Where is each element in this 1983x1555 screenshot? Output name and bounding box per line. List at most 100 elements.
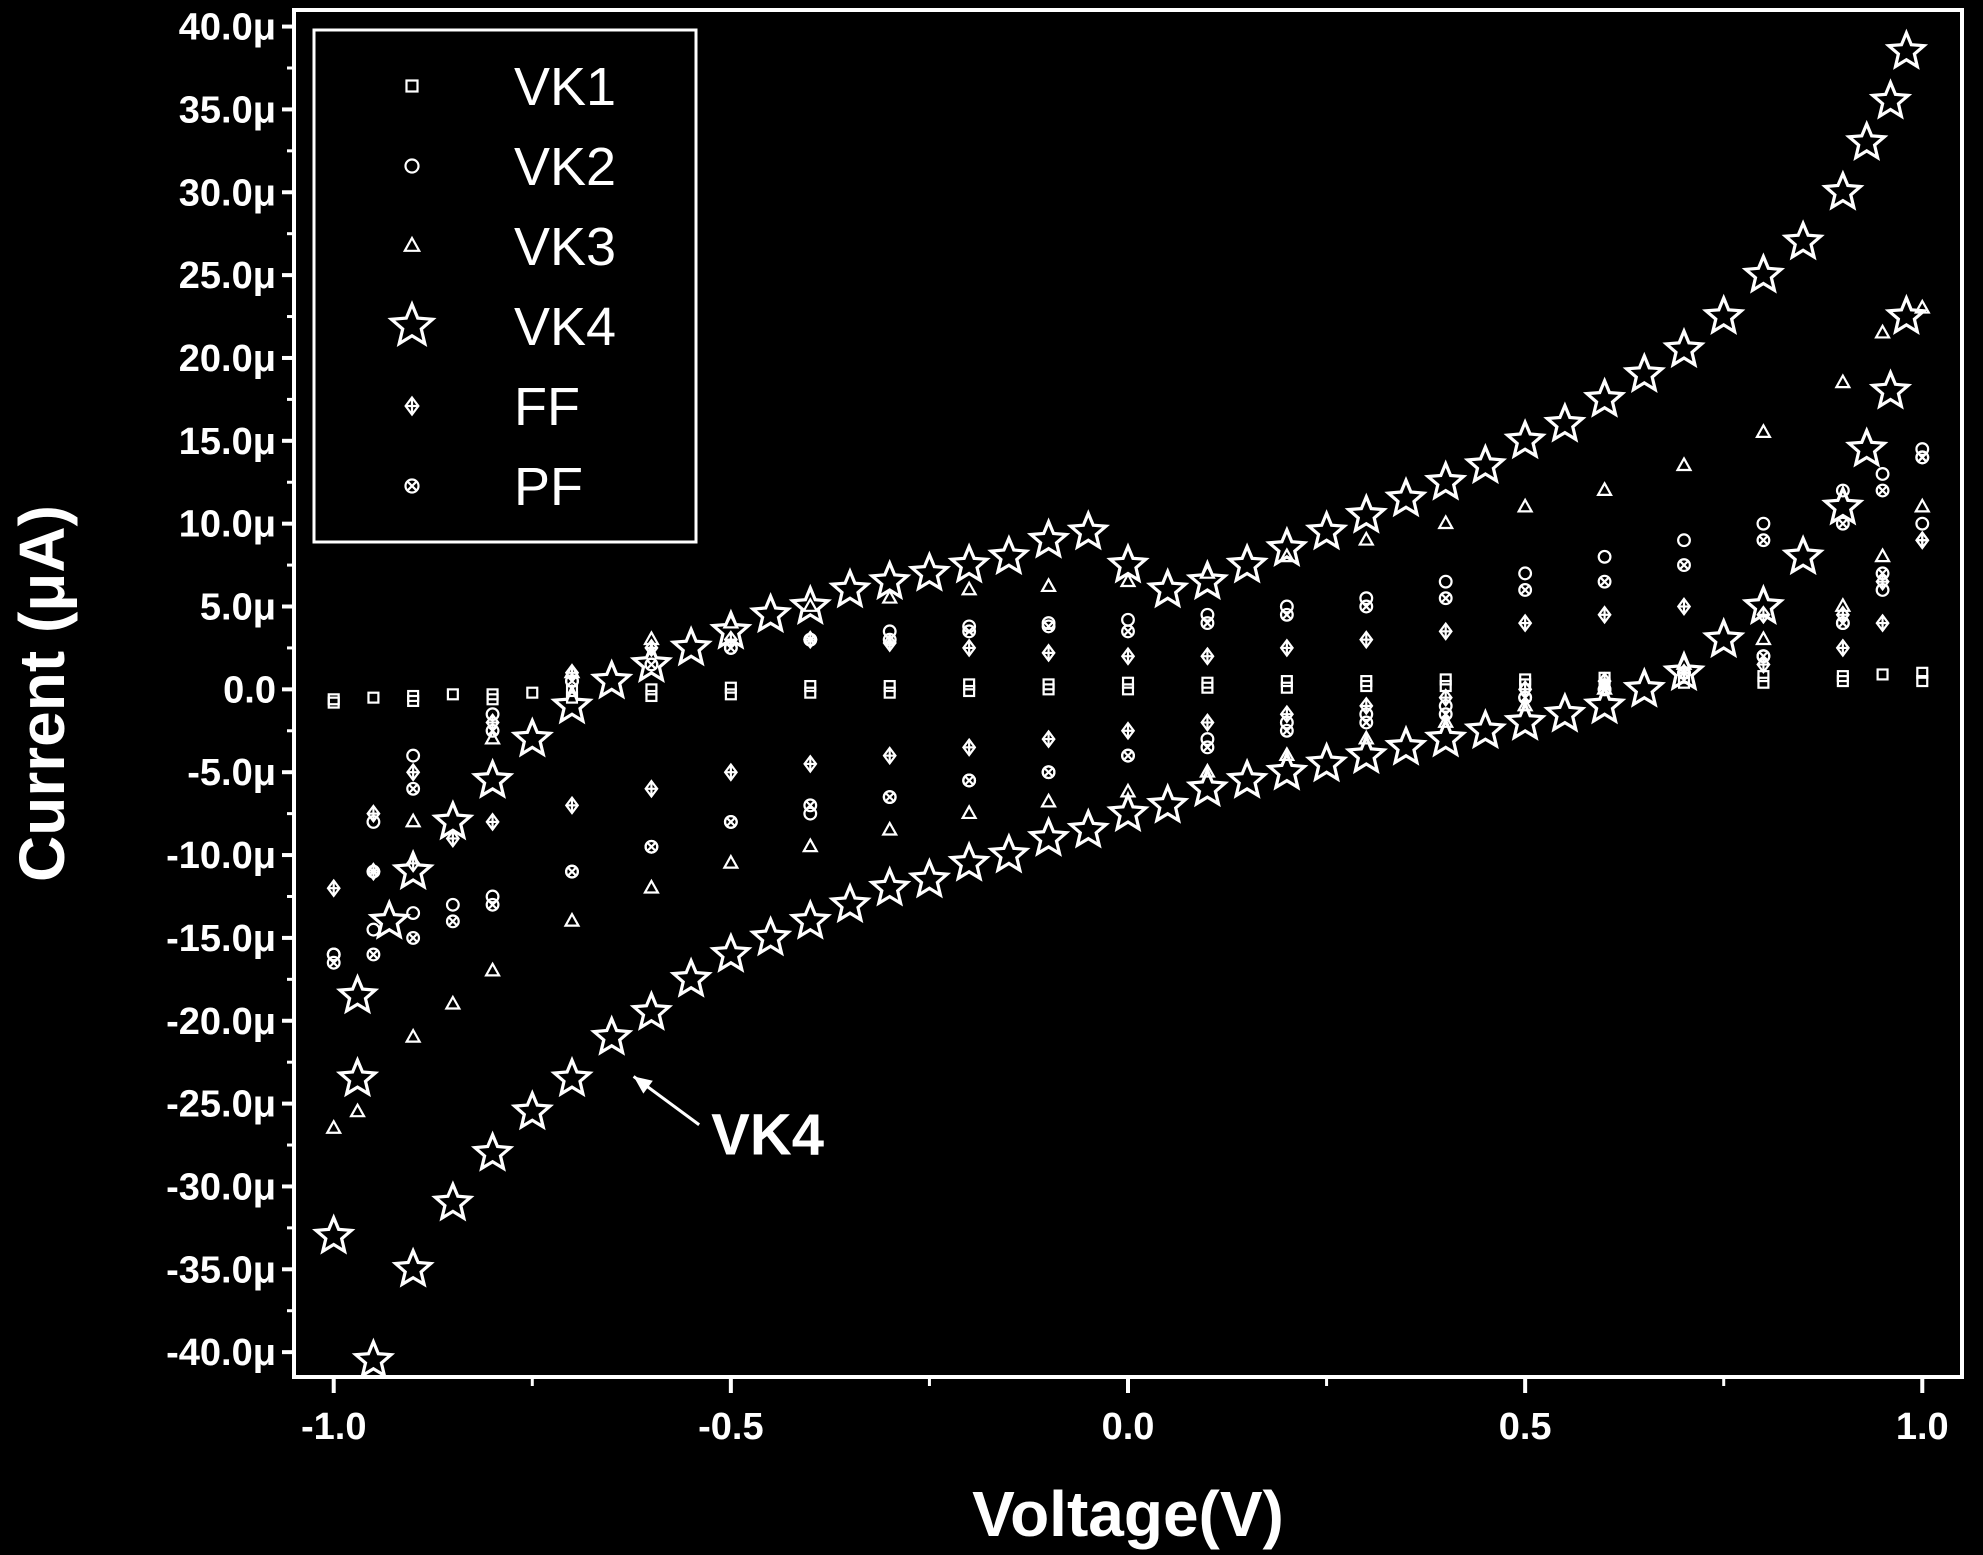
y-tick-label: 40.0μ <box>179 7 276 49</box>
x-axis-title: Voltage(V) <box>972 1478 1284 1550</box>
data-point <box>1516 696 1534 712</box>
data-point <box>1876 668 1889 681</box>
data-point <box>391 848 435 891</box>
y-tick-label: 35.0μ <box>179 89 276 131</box>
data-point <box>366 947 381 962</box>
data-point <box>963 678 976 691</box>
data-point <box>1596 481 1613 496</box>
data-point <box>1835 516 1850 531</box>
y-tick-label: 25.0μ <box>179 255 276 297</box>
data-point <box>1041 619 1056 634</box>
data-point <box>1868 78 1913 120</box>
data-point <box>565 864 579 879</box>
data-point <box>1121 748 1135 763</box>
data-point <box>1199 762 1216 778</box>
data-point <box>643 878 660 894</box>
data-point <box>1518 690 1533 705</box>
data-point <box>1121 624 1135 639</box>
data-point <box>724 681 737 694</box>
data-point <box>510 716 554 758</box>
data-point <box>470 757 515 799</box>
data-point <box>1915 442 1930 457</box>
data-point <box>1438 621 1453 641</box>
data-point <box>962 638 977 658</box>
data-point <box>1200 713 1215 732</box>
data-point <box>882 632 897 647</box>
data-point <box>1040 792 1057 808</box>
data-point <box>1781 534 1825 576</box>
data-point <box>1106 790 1150 833</box>
data-point <box>882 790 897 805</box>
data-point <box>1518 613 1533 633</box>
x-tick-label: -0.5 <box>698 1406 763 1448</box>
annotation-label: VK4 <box>711 1103 824 1168</box>
data-point <box>1438 574 1453 589</box>
data-point <box>1438 707 1453 722</box>
data-point <box>1582 376 1627 418</box>
data-point <box>1834 373 1852 389</box>
data-point <box>485 723 500 738</box>
data-point <box>804 679 817 693</box>
data-point <box>1145 782 1190 824</box>
y-tick-label: -5.0μ <box>187 752 276 794</box>
legend-marker-vk4 <box>387 300 437 347</box>
data-point <box>406 853 421 873</box>
data-point <box>644 779 659 799</box>
data-point <box>1121 676 1135 689</box>
y-tick-label: -35.0μ <box>166 1249 276 1291</box>
data-point <box>486 693 499 706</box>
data-point <box>1701 616 1746 659</box>
data-point <box>1741 252 1786 294</box>
data-point <box>1756 605 1771 625</box>
data-point <box>867 558 912 601</box>
data-point <box>960 580 978 596</box>
data-point <box>709 931 753 973</box>
data-point <box>446 688 459 701</box>
data-point <box>960 804 978 820</box>
legend-label-pf: PF <box>514 457 583 517</box>
data-point <box>1279 723 1294 738</box>
data-point <box>788 898 833 940</box>
data-point <box>801 597 819 612</box>
data-point <box>1304 509 1349 551</box>
data-point <box>391 1246 435 1288</box>
data-point <box>1145 567 1190 609</box>
legend: VK1 VK2 VK3 VK4 FF PF <box>312 28 698 544</box>
legend-label-vk4: VK4 <box>514 297 616 357</box>
data-point <box>1359 696 1374 716</box>
data-point <box>1543 691 1587 733</box>
data-point <box>1677 558 1691 573</box>
data-point <box>1868 368 1913 410</box>
data-point <box>987 534 1031 576</box>
legend-marker-vk3 <box>402 235 422 252</box>
data-point <box>1781 219 1825 261</box>
data-point <box>1278 746 1296 762</box>
data-point <box>987 832 1031 874</box>
data-point <box>1185 558 1230 601</box>
legend-label-vk1: VK1 <box>514 57 616 117</box>
data-point <box>748 915 793 957</box>
data-point <box>326 947 341 962</box>
data-point <box>1265 749 1309 791</box>
legend-marker-pf <box>404 478 420 494</box>
data-point <box>1185 766 1230 808</box>
data-point <box>485 889 500 904</box>
data-point <box>445 914 460 929</box>
data-point <box>1344 732 1389 775</box>
data-point <box>723 814 738 829</box>
legend-label-ff: FF <box>514 377 580 437</box>
data-point <box>407 694 420 708</box>
legend-marker-vk2 <box>404 158 420 174</box>
data-point <box>1280 681 1293 694</box>
data-point <box>644 657 659 672</box>
data-point <box>406 930 421 945</box>
data-point <box>325 1119 343 1134</box>
data-point <box>406 762 421 782</box>
data-point <box>1041 729 1056 749</box>
data-point <box>1662 326 1706 369</box>
legend-label-vk3: VK3 <box>514 217 616 277</box>
data-point <box>1279 607 1294 622</box>
data-point <box>1304 741 1349 783</box>
